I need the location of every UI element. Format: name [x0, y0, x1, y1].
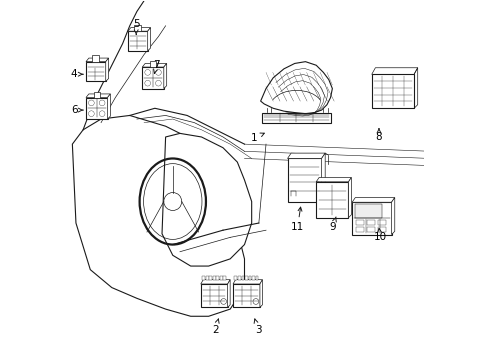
- Text: 2: 2: [211, 319, 219, 335]
- Polygon shape: [92, 55, 99, 62]
- Polygon shape: [105, 58, 108, 81]
- Text: 10: 10: [373, 228, 386, 242]
- Polygon shape: [86, 58, 108, 62]
- Polygon shape: [260, 280, 262, 307]
- Polygon shape: [233, 280, 262, 284]
- Polygon shape: [86, 94, 110, 98]
- Polygon shape: [227, 280, 230, 307]
- Polygon shape: [209, 276, 212, 280]
- Polygon shape: [142, 63, 166, 67]
- Polygon shape: [93, 92, 100, 98]
- Polygon shape: [351, 198, 394, 202]
- Polygon shape: [316, 177, 351, 182]
- Polygon shape: [223, 276, 226, 280]
- Polygon shape: [202, 276, 204, 280]
- Polygon shape: [351, 202, 391, 234]
- Polygon shape: [149, 61, 156, 67]
- Polygon shape: [72, 116, 244, 316]
- Polygon shape: [147, 28, 150, 51]
- Polygon shape: [212, 276, 215, 280]
- Polygon shape: [162, 134, 251, 266]
- Polygon shape: [233, 284, 260, 307]
- Text: 1: 1: [251, 133, 264, 143]
- Polygon shape: [354, 204, 381, 218]
- Polygon shape: [348, 177, 351, 218]
- Polygon shape: [163, 63, 166, 89]
- Text: 7: 7: [153, 60, 160, 73]
- Polygon shape: [234, 276, 237, 280]
- Polygon shape: [391, 198, 394, 234]
- Polygon shape: [356, 220, 364, 225]
- Polygon shape: [366, 226, 374, 231]
- Polygon shape: [287, 153, 325, 158]
- Polygon shape: [366, 220, 374, 225]
- Text: 8: 8: [375, 129, 382, 142]
- Polygon shape: [377, 226, 385, 231]
- Polygon shape: [107, 94, 110, 119]
- Polygon shape: [220, 276, 222, 280]
- Polygon shape: [238, 276, 241, 280]
- Text: 5: 5: [133, 19, 139, 35]
- Polygon shape: [252, 276, 254, 280]
- Polygon shape: [377, 220, 385, 225]
- Polygon shape: [356, 226, 364, 231]
- Polygon shape: [241, 276, 244, 280]
- Polygon shape: [205, 276, 208, 280]
- Polygon shape: [142, 67, 163, 89]
- Text: 11: 11: [290, 207, 304, 232]
- Polygon shape: [128, 31, 147, 51]
- Polygon shape: [134, 25, 141, 31]
- Polygon shape: [201, 284, 227, 307]
- Text: 6: 6: [71, 105, 83, 115]
- Polygon shape: [255, 276, 258, 280]
- Polygon shape: [287, 158, 321, 202]
- Polygon shape: [216, 276, 219, 280]
- Text: 4: 4: [71, 69, 83, 79]
- FancyBboxPatch shape: [371, 74, 413, 108]
- Polygon shape: [244, 276, 247, 280]
- Polygon shape: [316, 182, 348, 218]
- Polygon shape: [260, 62, 332, 114]
- Text: 3: 3: [254, 319, 261, 335]
- Polygon shape: [321, 153, 325, 202]
- Polygon shape: [86, 98, 107, 119]
- Text: 9: 9: [328, 217, 336, 232]
- Polygon shape: [261, 113, 330, 123]
- Polygon shape: [248, 276, 251, 280]
- Polygon shape: [86, 62, 105, 81]
- Polygon shape: [201, 280, 230, 284]
- Polygon shape: [128, 28, 150, 31]
- Circle shape: [163, 193, 182, 211]
